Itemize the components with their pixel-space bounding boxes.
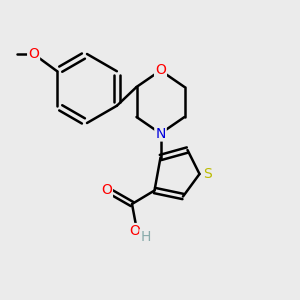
Text: O: O (155, 64, 166, 77)
Text: O: O (28, 47, 39, 61)
Text: S: S (202, 167, 211, 181)
Text: H: H (140, 230, 151, 244)
Text: O: O (130, 224, 140, 238)
Text: N: N (155, 127, 166, 140)
Text: O: O (101, 184, 112, 197)
